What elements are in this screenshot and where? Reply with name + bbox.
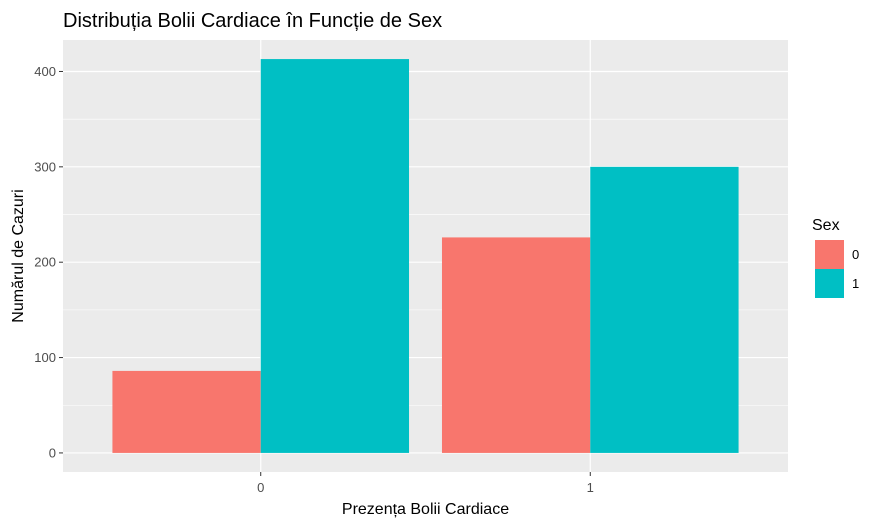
legend-swatch bbox=[815, 269, 844, 298]
bar bbox=[441, 237, 591, 453]
bars bbox=[112, 59, 739, 453]
legend-title: Sex bbox=[812, 217, 840, 234]
y-tick-label: 0 bbox=[49, 445, 56, 460]
chart-title: Distribuția Bolii Cardiace în Funcție de… bbox=[63, 10, 442, 32]
x-axis-title: Prezența Bolii Cardiace bbox=[342, 501, 509, 518]
y-tick-label: 100 bbox=[34, 350, 56, 365]
x-tick-label: 0 bbox=[257, 480, 264, 495]
y-tick-label: 300 bbox=[34, 159, 56, 174]
bar bbox=[590, 166, 739, 453]
bar bbox=[112, 370, 261, 453]
bar bbox=[260, 59, 410, 453]
legend-items: 01 bbox=[815, 240, 859, 298]
x-tick-label: 1 bbox=[587, 480, 594, 495]
y-tick-label: 200 bbox=[34, 255, 56, 270]
legend-label: 1 bbox=[852, 276, 859, 291]
legend-swatch bbox=[815, 240, 844, 269]
y-axis: 0 100 200 300 400 bbox=[34, 64, 63, 460]
legend: Sex 01 bbox=[812, 217, 859, 298]
y-axis-title: Numărul de Cazuri bbox=[10, 189, 27, 322]
y-tick-label: 400 bbox=[34, 64, 56, 79]
legend-label: 0 bbox=[852, 247, 859, 262]
